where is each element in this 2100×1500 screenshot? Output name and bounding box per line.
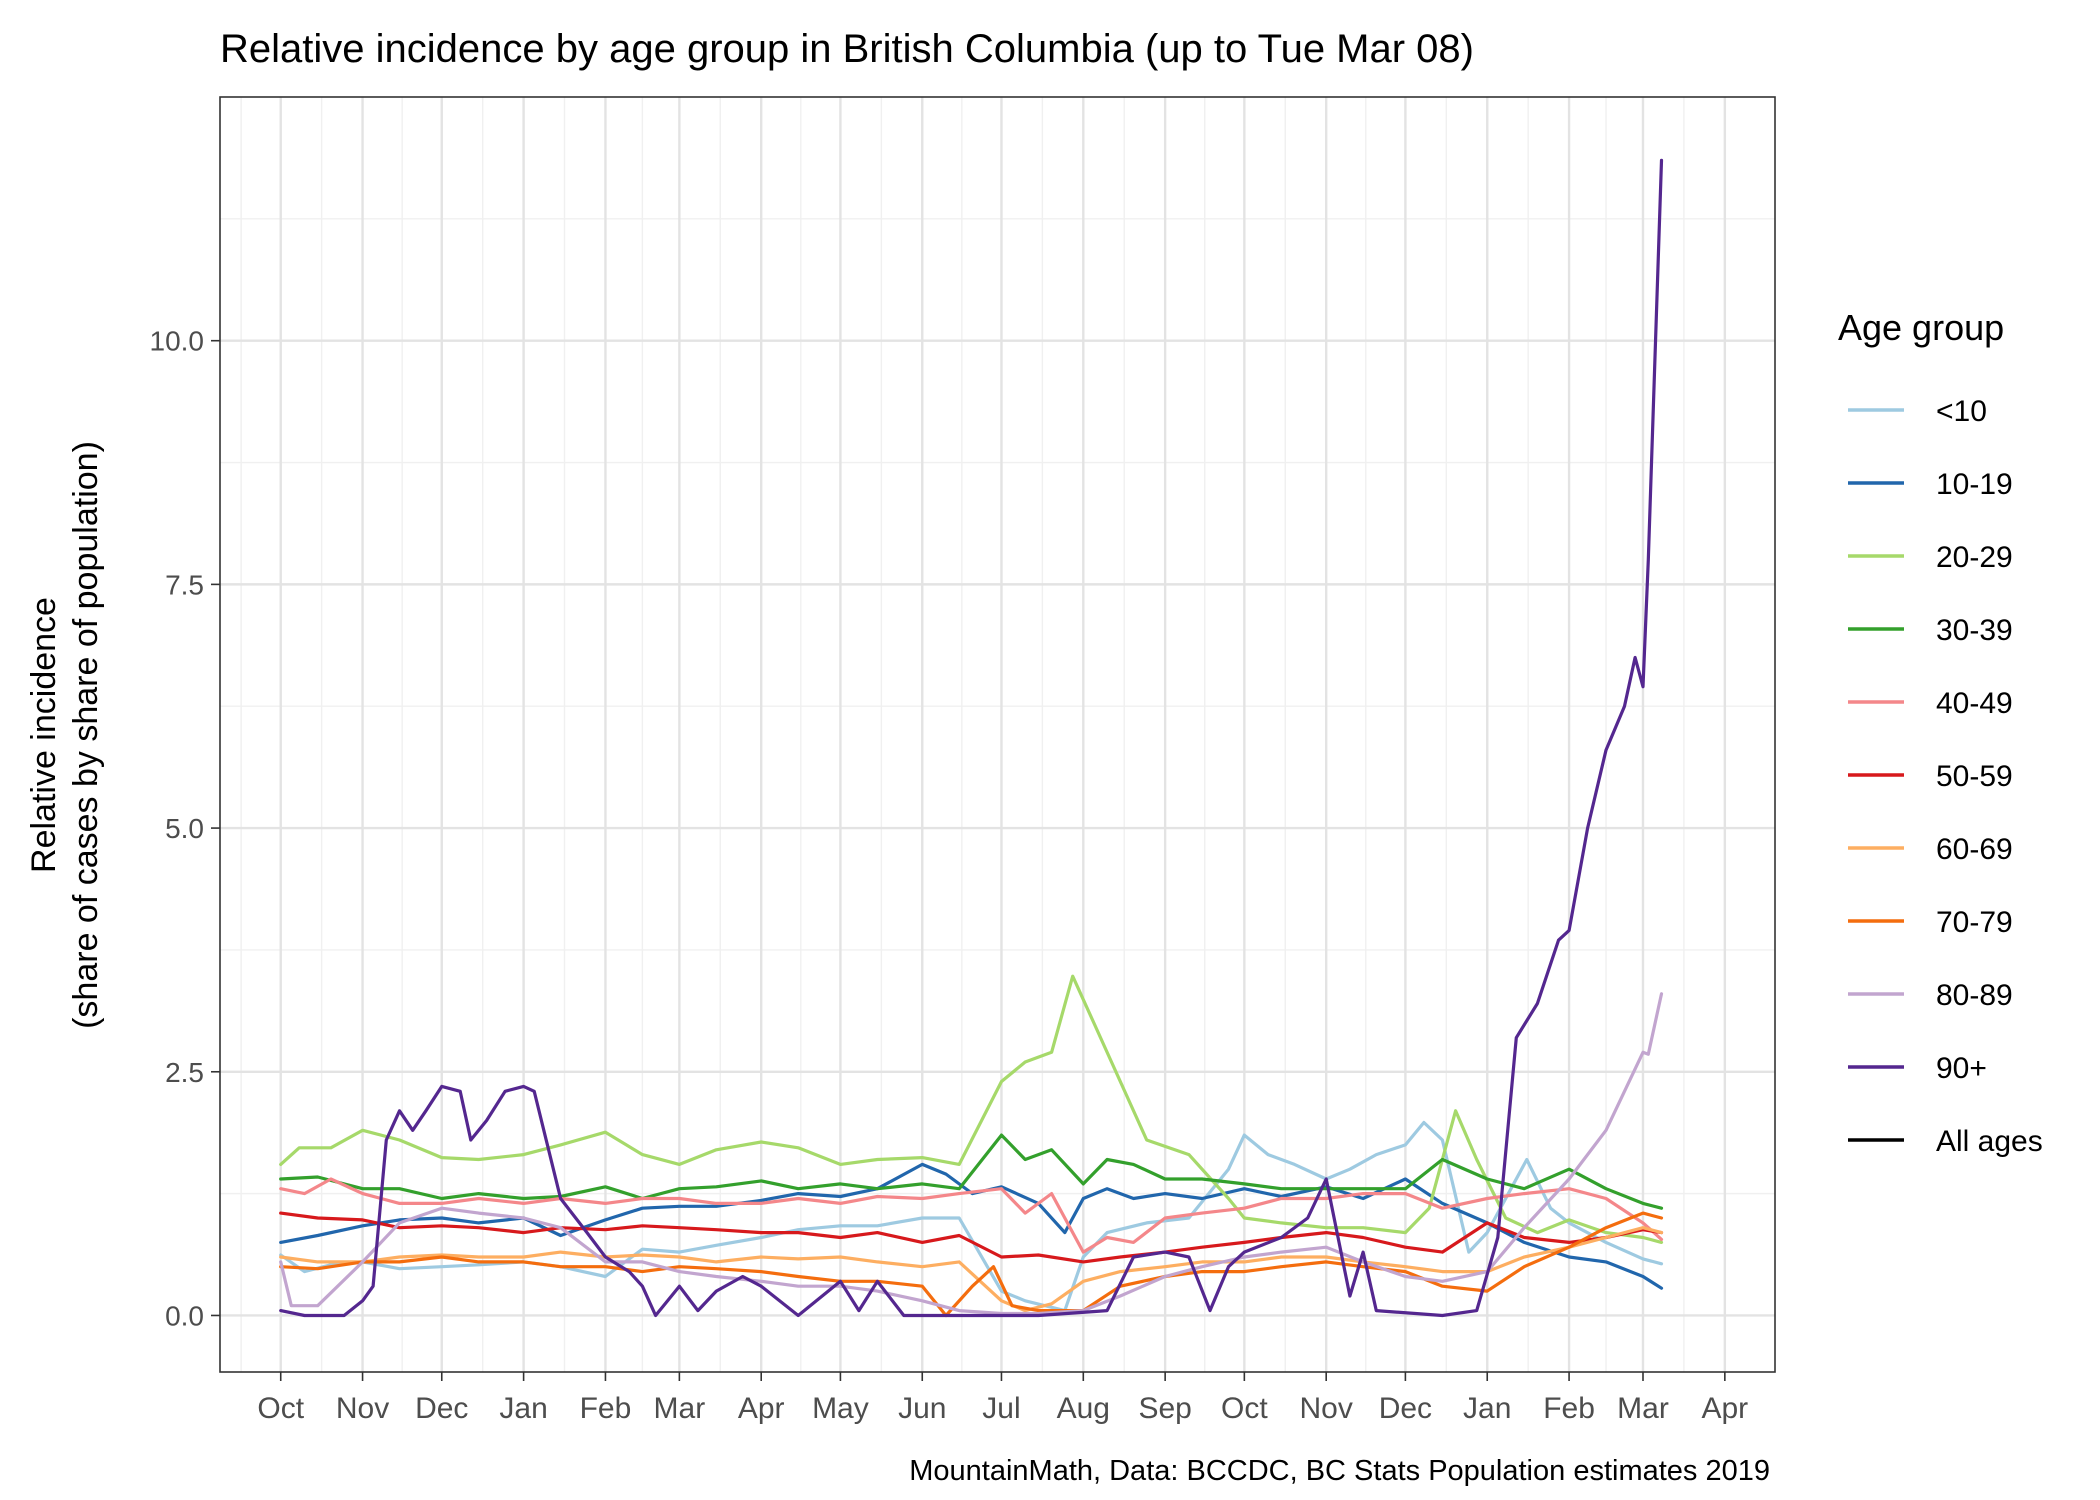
legend-label: 80-89 bbox=[1936, 979, 2013, 1012]
series-line-30-39 bbox=[279, 1133, 1664, 1210]
legend-label: 50-59 bbox=[1936, 760, 2013, 793]
x-tick-label: Jul bbox=[982, 1392, 1020, 1425]
x-tick-label: Nov bbox=[1300, 1392, 1353, 1425]
x-tick-label: Sep bbox=[1138, 1392, 1191, 1425]
y-axis-label-line2: (share of cases by share of population) bbox=[67, 441, 105, 1029]
series-line-70-79 bbox=[279, 1211, 1664, 1318]
x-tick-label: Oct bbox=[257, 1392, 304, 1425]
x-tick-label: Apr bbox=[1701, 1392, 1748, 1425]
series-line-10-19 bbox=[279, 1162, 1664, 1290]
plot-border bbox=[219, 96, 1776, 1373]
series-line-20-29 bbox=[279, 974, 1664, 1244]
x-tick-label: Feb bbox=[1543, 1392, 1595, 1425]
legend-label: 70-79 bbox=[1936, 906, 2013, 939]
chart-title: Relative incidence by age group in Briti… bbox=[220, 27, 1474, 71]
x-tick-label: May bbox=[812, 1392, 869, 1425]
x-tick-label: Jun bbox=[898, 1392, 946, 1425]
x-tick-label: Apr bbox=[738, 1392, 785, 1425]
y-tick-label: 2.5 bbox=[165, 1057, 204, 1088]
x-tick-label: Mar bbox=[654, 1392, 706, 1425]
legend: Age group <10 10-19 20-29 30-39 40-49 50-59 60… bbox=[1838, 307, 2043, 1158]
legend-label: 40-49 bbox=[1936, 687, 2013, 720]
y-tick-label: 10.0 bbox=[150, 326, 205, 357]
x-tick-label: Jan bbox=[499, 1392, 547, 1425]
y-tick-label: 0.0 bbox=[165, 1300, 204, 1331]
x-tick-label: Mar bbox=[1617, 1392, 1669, 1425]
y-axis: 0.0 2.5 5.0 7.5 10.0 bbox=[150, 326, 220, 1331]
legend-label: 30-39 bbox=[1936, 614, 2013, 647]
x-axis: Oct Nov Dec Jan Feb Mar Apr May Jun Jul Aug Sep Oct N… bbox=[257, 1372, 1748, 1425]
series-line-60-69 bbox=[279, 1226, 1664, 1313]
y-axis-label-line1: Relative incidence bbox=[25, 597, 63, 873]
x-tick-label: Nov bbox=[336, 1392, 389, 1425]
series-line-80-89 bbox=[279, 992, 1664, 1316]
x-tick-label: Jan bbox=[1463, 1392, 1511, 1425]
legend-label: 90+ bbox=[1936, 1052, 1987, 1085]
series-line-40-49 bbox=[279, 1177, 1664, 1254]
legend-label: All ages bbox=[1936, 1125, 2043, 1158]
legend-title: Age group bbox=[1838, 307, 2004, 348]
legend-label: 20-29 bbox=[1936, 541, 2013, 574]
y-tick-label: 5.0 bbox=[165, 813, 204, 844]
legend-label: 10-19 bbox=[1936, 468, 2013, 501]
series-line-50-59 bbox=[279, 1211, 1664, 1264]
series-lines bbox=[279, 158, 1664, 1318]
x-tick-label: Aug bbox=[1057, 1392, 1110, 1425]
major-gridlines bbox=[220, 97, 1775, 1372]
legend-label: <10 bbox=[1936, 395, 1987, 428]
x-tick-label: Oct bbox=[1221, 1392, 1268, 1425]
series-line-90 bbox=[279, 158, 1664, 1318]
x-tick-label: Dec bbox=[415, 1392, 468, 1425]
chart-caption: MountainMath, Data: BCCDC, BC Stats Popu… bbox=[909, 1455, 1770, 1487]
x-tick-label: Dec bbox=[1379, 1392, 1432, 1425]
x-tick-label: Feb bbox=[580, 1392, 632, 1425]
y-tick-label: 7.5 bbox=[165, 569, 204, 600]
legend-label: 60-69 bbox=[1936, 833, 2013, 866]
